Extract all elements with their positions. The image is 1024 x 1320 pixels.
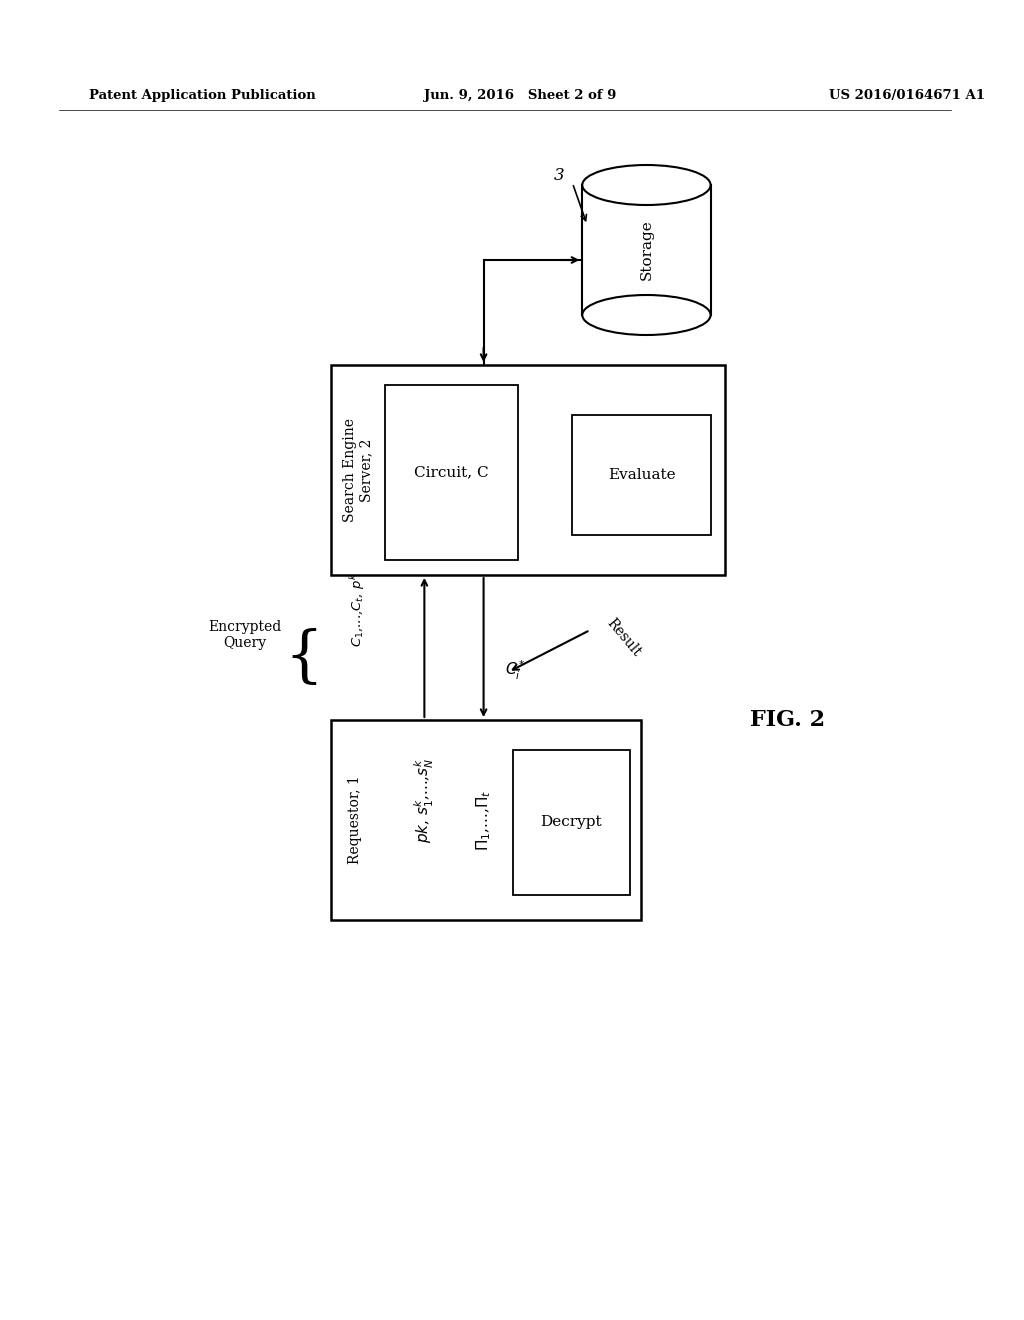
- Text: Result: Result: [604, 616, 643, 660]
- FancyBboxPatch shape: [331, 719, 641, 920]
- FancyBboxPatch shape: [513, 750, 630, 895]
- Text: Storage: Storage: [639, 219, 653, 280]
- Ellipse shape: [583, 165, 711, 205]
- Text: Encrypted
Query: Encrypted Query: [208, 620, 282, 651]
- Text: $pk$, $s_1^k$,...,$s_N^k$: $pk$, $s_1^k$,...,$s_N^k$: [413, 758, 436, 842]
- Text: $C_i^*$: $C_i^*$: [505, 659, 526, 681]
- FancyBboxPatch shape: [583, 185, 711, 315]
- Text: Requestor, 1: Requestor, 1: [348, 776, 362, 865]
- Text: $C_1$,...,$C_t$, $p^k$: $C_1$,...,$C_t$, $p^k$: [348, 573, 367, 647]
- Text: US 2016/0164671 A1: US 2016/0164671 A1: [829, 88, 985, 102]
- Text: $\Pi_1$,...,$\Pi_t$: $\Pi_1$,...,$\Pi_t$: [474, 789, 493, 850]
- Text: Jun. 9, 2016   Sheet 2 of 9: Jun. 9, 2016 Sheet 2 of 9: [424, 88, 616, 102]
- Text: Evaluate: Evaluate: [607, 469, 675, 482]
- Text: {: {: [285, 628, 324, 688]
- Text: Circuit, C: Circuit, C: [414, 465, 488, 479]
- Text: Search Engine
Server, 2: Search Engine Server, 2: [343, 418, 374, 521]
- Text: FIG. 2: FIG. 2: [750, 709, 825, 731]
- Text: Patent Application Publication: Patent Application Publication: [89, 88, 315, 102]
- FancyBboxPatch shape: [331, 366, 725, 576]
- FancyBboxPatch shape: [572, 414, 711, 535]
- FancyBboxPatch shape: [385, 385, 518, 560]
- Text: 3: 3: [554, 166, 565, 183]
- Text: Decrypt: Decrypt: [541, 814, 602, 829]
- Ellipse shape: [583, 294, 711, 335]
